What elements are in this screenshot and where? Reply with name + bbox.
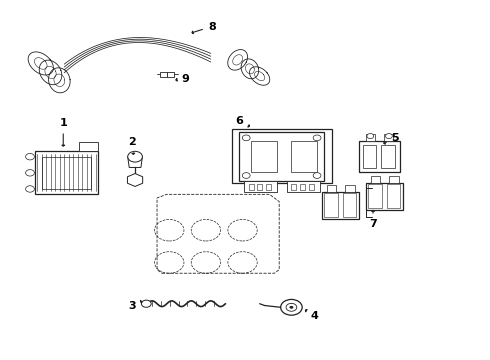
- Circle shape: [142, 300, 151, 307]
- Circle shape: [313, 173, 321, 179]
- Circle shape: [286, 303, 297, 311]
- Text: 8: 8: [192, 22, 216, 34]
- Bar: [79, 142, 98, 151]
- Bar: [251, 141, 277, 172]
- Bar: [239, 132, 324, 181]
- Circle shape: [386, 134, 392, 139]
- Circle shape: [281, 300, 302, 315]
- Bar: [292, 184, 296, 190]
- Bar: [343, 193, 356, 217]
- Bar: [366, 134, 375, 141]
- Bar: [167, 72, 174, 77]
- Circle shape: [128, 151, 143, 162]
- Polygon shape: [39, 60, 62, 85]
- Circle shape: [243, 173, 250, 179]
- Text: 6: 6: [235, 116, 249, 127]
- Bar: [327, 185, 336, 192]
- Bar: [387, 184, 400, 208]
- Bar: [366, 183, 403, 210]
- Polygon shape: [49, 68, 70, 93]
- Circle shape: [313, 135, 321, 141]
- Polygon shape: [228, 50, 247, 70]
- Bar: [363, 145, 376, 168]
- Circle shape: [25, 186, 34, 192]
- Polygon shape: [128, 157, 143, 167]
- Text: 2: 2: [128, 138, 136, 154]
- Bar: [42, 157, 91, 189]
- Circle shape: [25, 170, 34, 176]
- Bar: [381, 145, 395, 168]
- Circle shape: [290, 306, 294, 309]
- Bar: [248, 184, 253, 190]
- Polygon shape: [28, 52, 53, 75]
- Polygon shape: [241, 59, 259, 79]
- Bar: [359, 141, 400, 172]
- Bar: [266, 184, 271, 190]
- Circle shape: [243, 135, 250, 141]
- Bar: [345, 185, 355, 192]
- Bar: [35, 151, 98, 194]
- Bar: [371, 176, 380, 183]
- Text: 9: 9: [176, 74, 189, 84]
- Polygon shape: [249, 67, 270, 85]
- Bar: [160, 72, 167, 77]
- Bar: [244, 181, 277, 192]
- Text: 4: 4: [305, 310, 318, 320]
- Bar: [257, 184, 262, 190]
- Text: 1: 1: [59, 118, 67, 146]
- Bar: [368, 184, 382, 208]
- Bar: [389, 176, 399, 183]
- Text: 7: 7: [369, 210, 377, 229]
- Bar: [309, 184, 314, 190]
- Circle shape: [367, 134, 374, 139]
- Bar: [232, 129, 332, 183]
- Bar: [292, 141, 317, 172]
- Bar: [322, 192, 359, 219]
- Text: 3: 3: [128, 301, 142, 311]
- Bar: [287, 181, 319, 192]
- Circle shape: [25, 153, 34, 160]
- Bar: [324, 193, 338, 217]
- Text: 5: 5: [384, 133, 399, 144]
- Bar: [300, 184, 305, 190]
- Bar: [385, 134, 393, 141]
- Polygon shape: [127, 174, 143, 186]
